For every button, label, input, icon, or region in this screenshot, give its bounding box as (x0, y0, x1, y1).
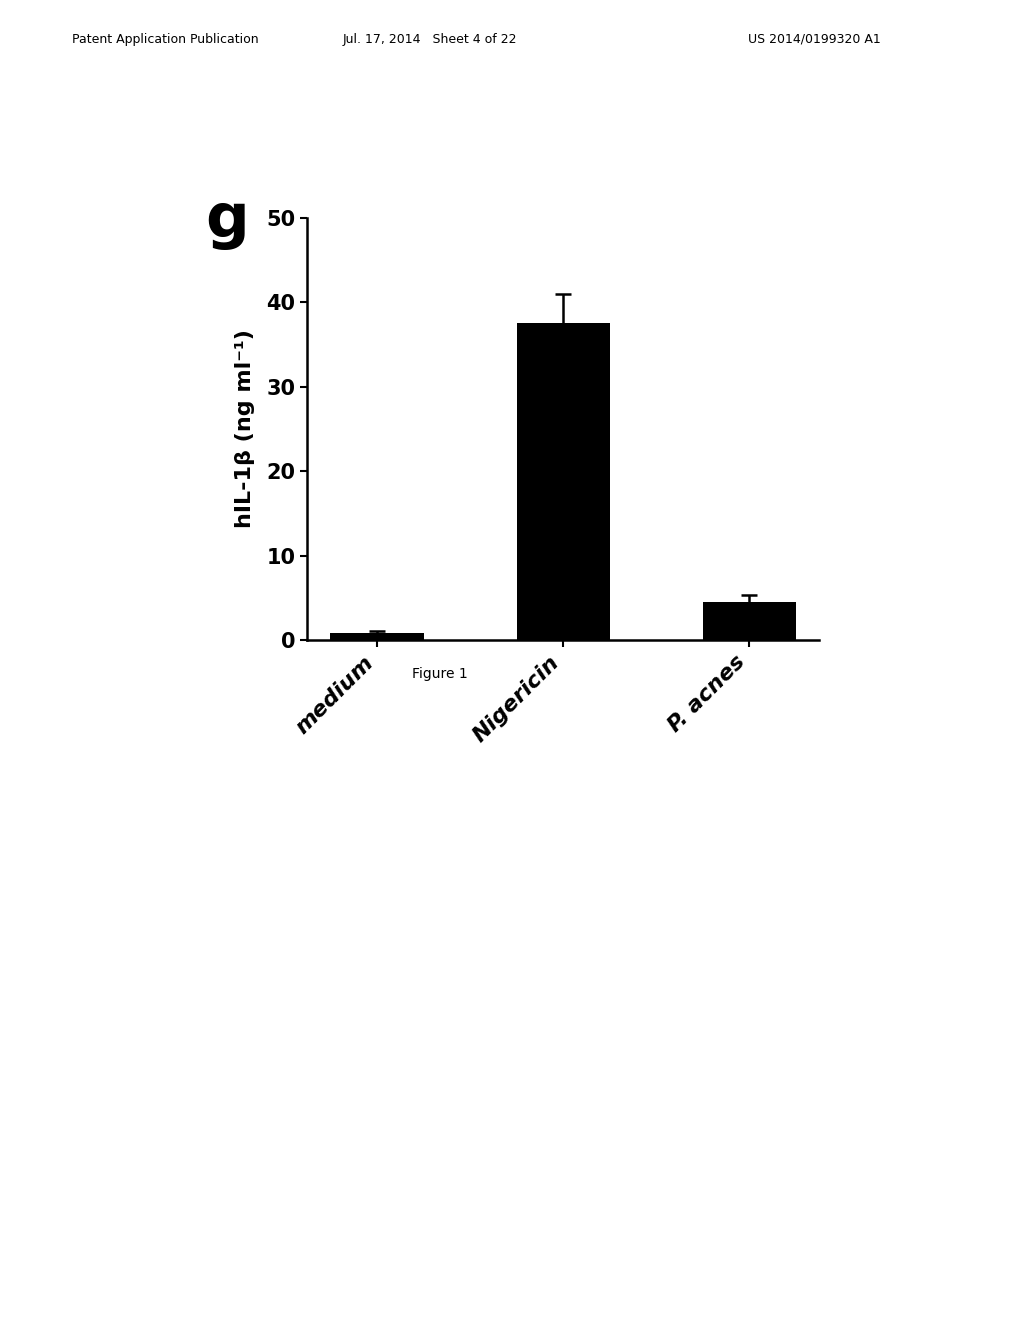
Text: Figure 1: Figure 1 (413, 667, 468, 681)
Y-axis label: hIL-1β (ng ml⁻¹): hIL-1β (ng ml⁻¹) (236, 330, 255, 528)
Text: Jul. 17, 2014   Sheet 4 of 22: Jul. 17, 2014 Sheet 4 of 22 (343, 33, 517, 46)
Text: US 2014/0199320 A1: US 2014/0199320 A1 (748, 33, 881, 46)
Bar (517, 323, 609, 640)
Bar (331, 634, 424, 640)
Text: g: g (205, 191, 249, 251)
Bar (702, 602, 796, 640)
Text: Patent Application Publication: Patent Application Publication (72, 33, 258, 46)
